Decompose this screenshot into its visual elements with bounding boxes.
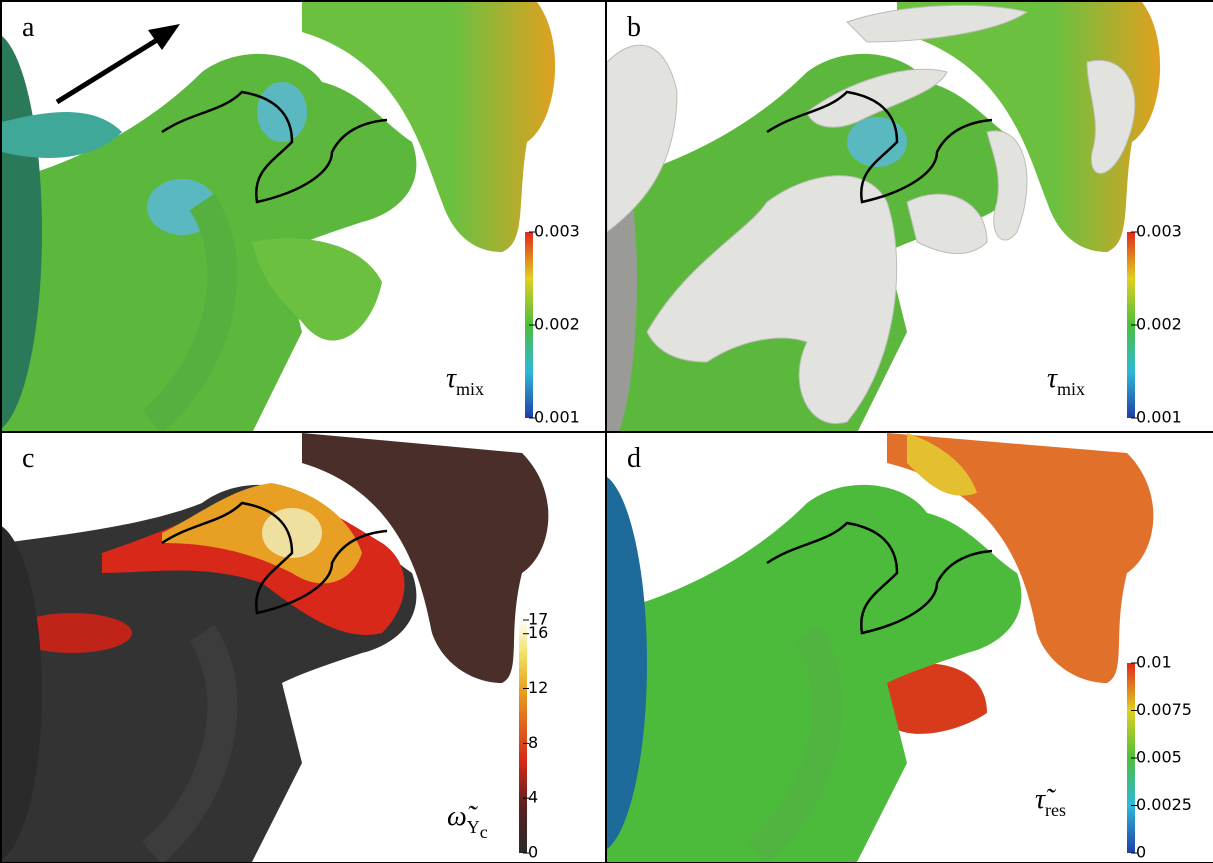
contour	[161, 90, 388, 204]
contour	[766, 521, 993, 635]
surface	[302, 2, 556, 252]
colorbar-symbol: τmix	[446, 363, 484, 399]
contour	[766, 90, 993, 204]
symbol-subscript: mix	[456, 379, 484, 399]
vortex	[806, 68, 948, 128]
panel: b 0.001 0.002 0.003 τmix	[607, 2, 1213, 431]
colorbar-tick-label: 0.005	[1136, 748, 1182, 767]
arrow-head	[148, 24, 180, 50]
surface	[162, 483, 362, 584]
colorbar-tick-label: 17	[528, 610, 548, 629]
surface	[746, 624, 843, 862]
vortex	[846, 4, 1029, 43]
surface	[887, 433, 1154, 683]
colorbar-symbol: τ̃res	[1035, 784, 1066, 820]
surface	[12, 613, 132, 653]
surface	[252, 238, 382, 341]
panel-label: d	[627, 443, 641, 474]
panel-label: b	[627, 12, 641, 43]
colorbar	[519, 620, 527, 853]
surface	[141, 193, 238, 431]
surface	[2, 526, 42, 860]
colorbar-tick-label: 0	[1136, 843, 1146, 862]
surface	[262, 508, 322, 558]
colorbar-tick-label: 0.0075	[1136, 700, 1192, 719]
surface	[141, 624, 238, 862]
colorbar-tick-label: 4	[528, 788, 538, 807]
colorbar-tick-label: 8	[528, 733, 538, 752]
colorbar-tick-label: 0.001	[1136, 408, 1182, 427]
colorbar-symbol: ω̃Yc	[447, 801, 488, 842]
arrow	[55, 37, 159, 105]
colorbar-tick-label: 0.001	[534, 408, 580, 427]
surface	[847, 117, 907, 167]
symbol-subsubscript: c	[480, 822, 488, 842]
colorbar-tick-label: 0.002	[534, 315, 580, 334]
panel: a 0.001 0.002 0.003 τmix	[2, 2, 605, 431]
symbol-subscript: Y	[467, 817, 480, 837]
symbol-symbol: τ	[446, 363, 457, 394]
colorbar-tick-label: 0.003	[1136, 222, 1182, 241]
colorbar-tick-label: 0.01	[1136, 653, 1172, 672]
symbol-symbol: τ	[1047, 363, 1058, 394]
colorbar-symbol: τmix	[1047, 363, 1085, 399]
surface	[302, 433, 549, 683]
vortex	[986, 130, 1028, 241]
surface	[907, 433, 977, 496]
surface	[877, 663, 987, 734]
panel-label: c	[22, 443, 34, 474]
contour	[161, 501, 388, 615]
colorbar-tick-label: 0.003	[534, 222, 580, 241]
vortex	[607, 44, 678, 233]
symbol-subscript: res	[1045, 800, 1066, 820]
colorbar-tick-label: 0	[528, 843, 538, 862]
colorbar-tick-label: 0.0025	[1136, 795, 1192, 814]
colorbar-tick-label: 16	[528, 623, 548, 642]
colorbar-tick-label: 12	[528, 678, 548, 697]
surface	[2, 112, 122, 158]
vortex	[906, 193, 988, 255]
panel: d 0 0.0025 0.005 0.0075 0.01 τ̃res	[607, 433, 1213, 862]
vortex	[1086, 60, 1136, 174]
colorbar-tick-label: 0.002	[1136, 315, 1182, 334]
surface	[607, 476, 647, 850]
panel-label: a	[22, 12, 35, 43]
symbol-subscript: mix	[1057, 379, 1085, 399]
vortex	[646, 175, 898, 424]
